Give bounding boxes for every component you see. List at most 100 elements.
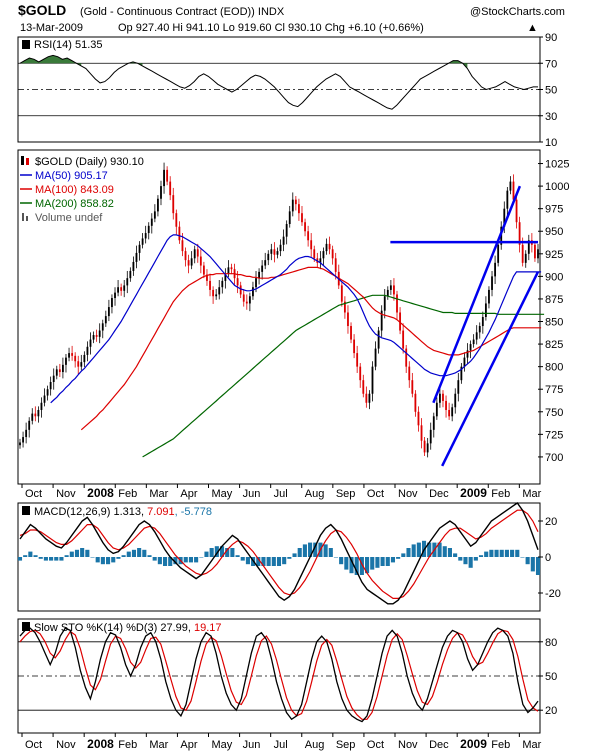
macd-histogram-bar: [142, 549, 147, 557]
sto-title-d: 19.17: [194, 622, 222, 634]
macd-histogram-bar: [194, 557, 199, 563]
x-tick-label: May: [212, 739, 233, 751]
stochastic-layer: 20 50 80: [18, 627, 557, 723]
candle-body: [389, 285, 392, 290]
macd-histogram-bar: [282, 557, 287, 565]
x-tick-label: Apr: [180, 488, 197, 500]
macd-histogram-bar: [131, 549, 137, 557]
trendline: [432, 185, 522, 404]
macd-title-hist: , -5.778: [175, 506, 212, 518]
x-tick-label: Aug: [305, 488, 325, 500]
candle-body: [196, 249, 199, 257]
macd-histogram-bar: [147, 555, 152, 557]
candle-body: [255, 278, 257, 288]
candle-body: [267, 253, 270, 261]
macd-histogram-bar: [344, 557, 349, 570]
candle-body: [230, 267, 233, 270]
candle-body: [408, 366, 411, 381]
x-tick-label: Jul: [274, 488, 288, 500]
x-tick-label: Sep: [336, 739, 356, 751]
candle-body: [123, 285, 126, 291]
macd-histogram-bar: [484, 551, 489, 557]
candle-body: [120, 287, 123, 291]
candle-body: [22, 437, 24, 443]
candle-body: [491, 276, 493, 290]
quote-stats: Op 927.40 Hi 941.10 Lo 919.60 Cl 930.10 …: [118, 22, 424, 34]
candle-body: [279, 244, 282, 252]
candle-body: [80, 362, 83, 367]
price-tick-label: 825: [545, 339, 563, 351]
macd-histogram-bar: [333, 557, 339, 558]
candle-body: [347, 312, 349, 327]
candle-body: [276, 251, 279, 255]
x-tick-label: Mar: [522, 739, 541, 751]
macd-histogram-bar: [313, 542, 318, 557]
candle-body: [224, 273, 227, 281]
candle-body: [202, 265, 205, 275]
x-tick-label: Nov: [56, 488, 76, 500]
candle-body: [420, 425, 423, 441]
macd-histogram-bar: [375, 557, 380, 568]
candle-body: [178, 226, 181, 241]
candle-body: [141, 238, 144, 245]
candle-body: [111, 298, 113, 308]
macd-histogram-bar: [214, 546, 219, 557]
macd-histogram-bar: [339, 557, 344, 565]
x-tick-label: Nov: [398, 488, 418, 500]
candle-body: [236, 278, 239, 286]
candle-body: [282, 236, 285, 245]
macd-tick-label: -20: [545, 588, 561, 600]
candle-body: [150, 218, 153, 226]
up-arrow-icon: ▲: [527, 22, 538, 34]
candle-body: [46, 389, 49, 396]
candle-body: [193, 249, 196, 259]
candle-body: [356, 353, 359, 367]
x-tick-label: 2009: [460, 737, 487, 751]
candle-body: [414, 393, 417, 412]
macd-legend-swatch: [22, 506, 30, 515]
candle-body: [101, 323, 104, 331]
sto-title-label: Slow STO %K(14) %D(3) 27.99,: [34, 622, 194, 634]
quote-date: 13-Mar-2009: [20, 22, 83, 34]
candle-body: [248, 296, 251, 304]
price-tick-label: 925: [545, 249, 563, 261]
candle-body: [37, 409, 40, 417]
macd-histogram-bar: [385, 557, 390, 566]
sto-legend-swatch: [22, 622, 30, 631]
macd-histogram-bar: [43, 557, 48, 561]
macd-histogram-bar: [390, 557, 396, 563]
candle-body: [135, 252, 138, 262]
candle-body: [206, 274, 208, 281]
macd-title-signal: 7.091: [147, 506, 175, 518]
candle-body: [129, 270, 132, 279]
candle-body: [313, 249, 316, 259]
x-tick-label: Feb: [118, 739, 137, 751]
legend-swatch-candle: [21, 156, 24, 165]
candle-body: [43, 395, 46, 403]
macd-signal-line: [19, 509, 539, 599]
candle-body: [190, 258, 193, 266]
symbol-title: $GOLD: [18, 2, 66, 18]
macd-histogram-bar: [287, 557, 292, 559]
macd-histogram-bar: [100, 557, 105, 565]
candle-body: [426, 443, 429, 453]
candle-body: [527, 240, 530, 254]
candle-body: [350, 326, 352, 340]
macd-histogram-bar: [240, 557, 245, 561]
price-tick-label: 1000: [545, 181, 569, 193]
macd-histogram-bar: [328, 548, 333, 557]
x-tick-label: Jul: [274, 739, 288, 751]
macd-histogram-bar: [235, 555, 240, 557]
macd-histogram-bar: [116, 557, 121, 559]
candle-body: [34, 413, 37, 417]
candle-body: [132, 261, 135, 271]
candle-body: [460, 366, 463, 381]
price-panel: [17, 149, 541, 485]
macd-histogram-bar: [365, 557, 370, 574]
candle-body: [169, 181, 172, 196]
candle-body: [144, 233, 147, 239]
ma100-line: [80, 266, 542, 431]
macd-histogram-bar: [219, 546, 225, 557]
macd-histogram-bar: [245, 557, 250, 565]
